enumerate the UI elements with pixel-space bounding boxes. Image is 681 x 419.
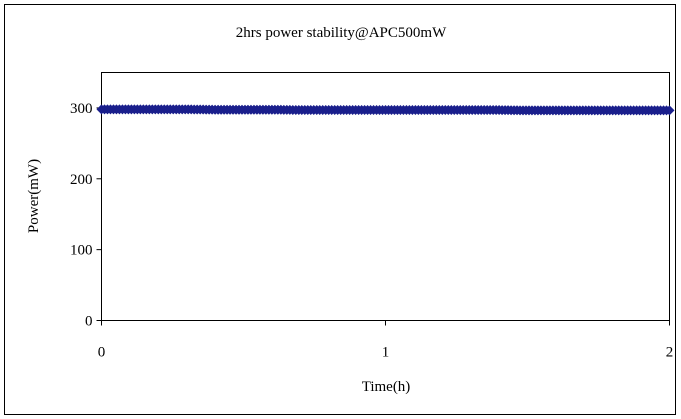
data-point bbox=[664, 105, 675, 116]
y-axis-label: Power(mW) bbox=[26, 159, 42, 233]
y-tick-label: 0 bbox=[85, 314, 93, 330]
x-tick-label: 1 bbox=[382, 345, 390, 361]
y-tick-label: 200 bbox=[70, 172, 93, 188]
chart-title: 2hrs power stability@APC500mW bbox=[236, 25, 447, 41]
y-tick-label: 100 bbox=[70, 243, 93, 259]
x-tick-label: 2 bbox=[666, 345, 674, 361]
x-axis-label: Time(h) bbox=[362, 379, 411, 395]
y-tick-label: 300 bbox=[70, 101, 93, 117]
data-series bbox=[96, 104, 675, 116]
x-tick-label: 0 bbox=[98, 345, 106, 361]
y-axis: 0 100 200 300 bbox=[70, 101, 102, 330]
x-axis: 0 1 2 bbox=[98, 320, 674, 361]
